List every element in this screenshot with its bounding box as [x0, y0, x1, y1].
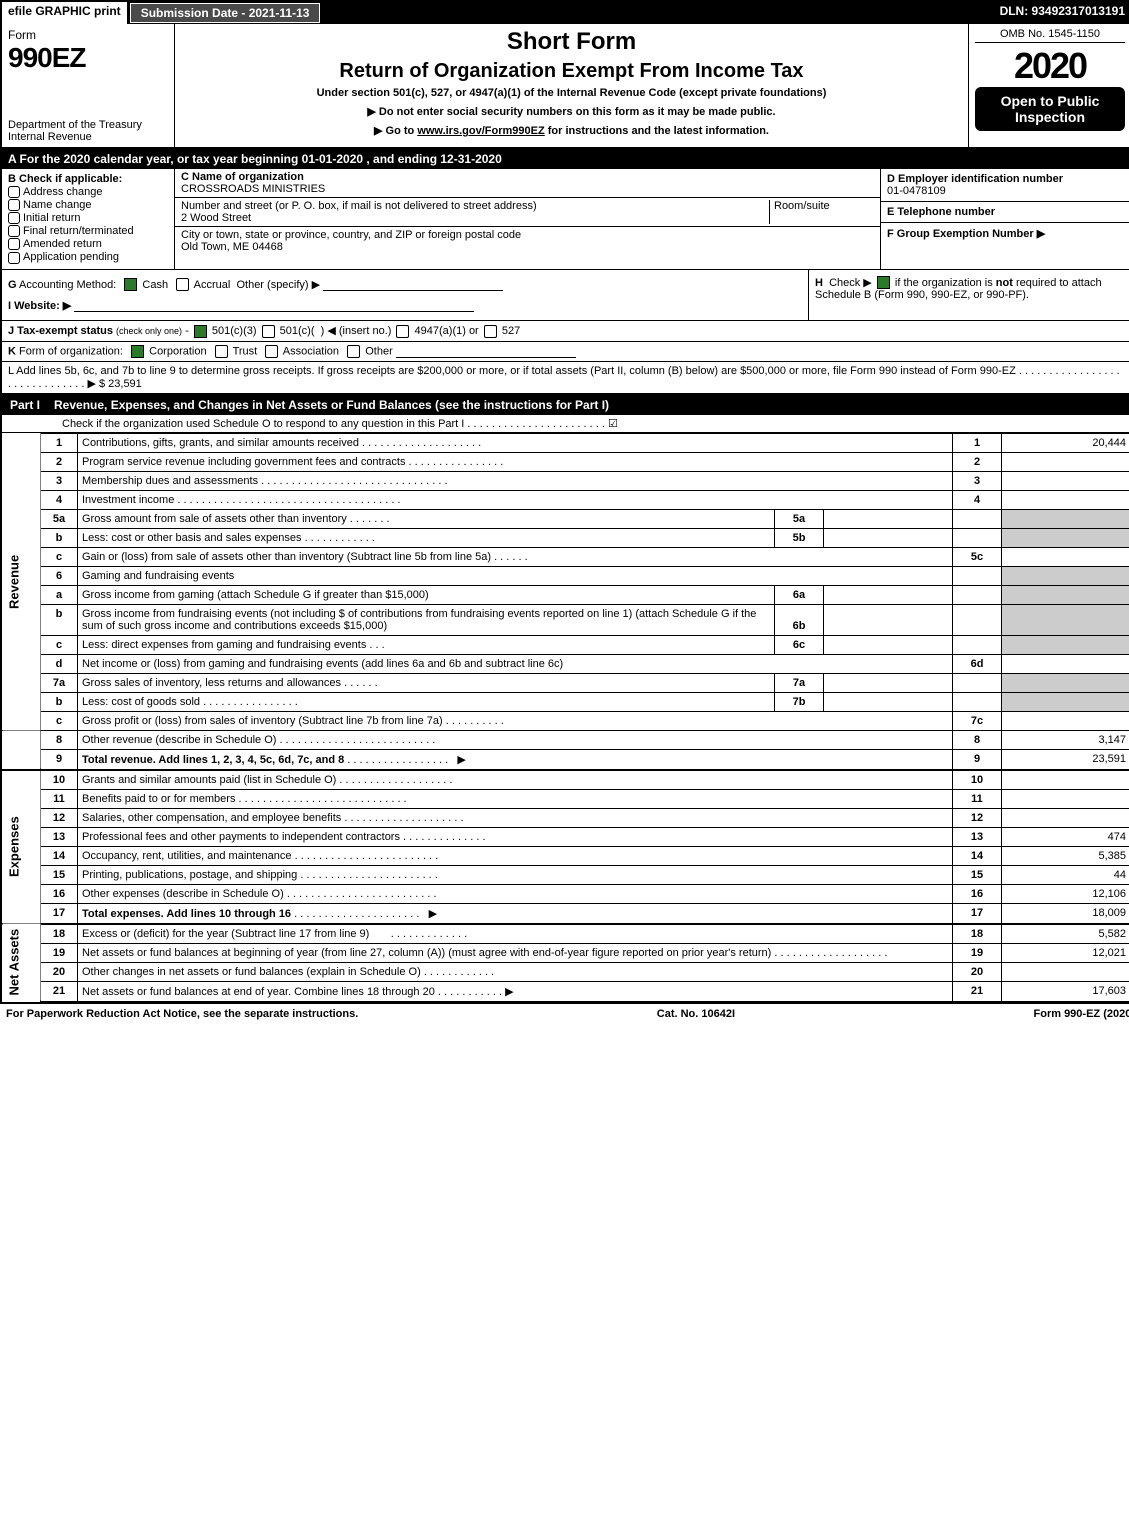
telephone-label: E Telephone number	[887, 206, 1125, 218]
line-14-amount: 5,385	[1002, 846, 1129, 865]
line-l-gross-receipts: L Add lines 5b, 6c, and 7b to line 9 to …	[2, 362, 1129, 395]
col-b-title: B Check if applicable:	[8, 173, 168, 185]
line-i-website: I Website: ▶	[8, 299, 802, 312]
group-exemption-label: F Group Exemption Number ▶	[887, 227, 1125, 240]
form-header: Form 990EZ Department of the Treasury In…	[2, 24, 1129, 149]
line-19-amount: 12,021	[1002, 943, 1129, 962]
chk-final-return[interactable]: Final return/terminated	[8, 225, 168, 237]
efile-print-link[interactable]: efile GRAPHIC print	[2, 2, 129, 24]
line-18-amount: 5,582	[1002, 924, 1129, 944]
page-footer: For Paperwork Reduction Act Notice, see …	[0, 1002, 1129, 1024]
ein-label: D Employer identification number	[887, 173, 1125, 185]
return-title: Return of Organization Exempt From Incom…	[181, 60, 962, 83]
line-8-amount: 3,147	[1002, 730, 1129, 749]
city-label: City or town, state or province, country…	[181, 229, 874, 241]
instructions-link-line: ▶ Go to www.irs.gov/Form990EZ for instru…	[181, 124, 962, 137]
line-21-amount: 17,603	[1002, 981, 1129, 1001]
topbar: efile GRAPHIC print Submission Date - 20…	[2, 2, 1129, 24]
part-1-label: Part I	[2, 395, 48, 415]
revenue-side-label: Revenue	[2, 433, 41, 730]
line-16-amount: 12,106	[1002, 884, 1129, 903]
omb-number: OMB No. 1545-1150	[975, 28, 1125, 43]
net-assets-side-label: Net Assets	[2, 924, 41, 1002]
part-1-table: Revenue 1 Contributions, gifts, grants, …	[2, 433, 1129, 1002]
ein-value: 01-0478109	[887, 185, 1125, 197]
chk-address-change[interactable]: Address change	[8, 186, 168, 198]
line-9-total-revenue: 23,591	[1002, 749, 1129, 770]
table-row: Revenue 1 Contributions, gifts, grants, …	[2, 433, 1129, 452]
line-k-form-org: K Form of organization: Corporation Trus…	[2, 342, 1129, 362]
chk-initial-return[interactable]: Initial return	[8, 212, 168, 224]
room-suite-label: Room/suite	[769, 200, 874, 224]
line-13-amount: 474	[1002, 827, 1129, 846]
c-name-label: C Name of organization	[181, 171, 874, 183]
line-17-total-expenses: 18,009	[1002, 903, 1129, 924]
expenses-side-label: Expenses	[2, 770, 41, 924]
chk-amended-return[interactable]: Amended return	[8, 238, 168, 250]
line-1-desc: Contributions, gifts, grants, and simila…	[82, 437, 359, 449]
entity-block: B Check if applicable: Address change Na…	[2, 169, 1129, 270]
department-label: Department of the Treasury Internal Reve…	[8, 119, 168, 143]
footer-catno: Cat. No. 10642I	[657, 1008, 735, 1020]
address-label: Number and street (or P. O. box, if mail…	[181, 200, 769, 212]
ssn-warning: ▶ Do not enter social security numbers o…	[181, 105, 962, 118]
org-name: CROSSROADS MINISTRIES	[181, 183, 874, 195]
part-1-subtitle: Check if the organization used Schedule …	[2, 415, 1129, 433]
dln-label: DLN: 93492317013191	[994, 2, 1129, 24]
tax-year: 2020	[975, 45, 1125, 87]
line-1-amount: 20,444	[1002, 433, 1129, 452]
section-a-taxyear: A For the 2020 calendar year, or tax yea…	[2, 149, 1129, 169]
form-label: Form	[8, 28, 36, 42]
short-form-title: Short Form	[181, 28, 962, 56]
irs-link[interactable]: www.irs.gov/Form990EZ	[417, 125, 544, 137]
line-g-accounting: G Accounting Method: Cash Accrual Other …	[8, 279, 503, 291]
col-b-checkboxes: B Check if applicable: Address change Na…	[2, 169, 175, 269]
open-to-public-badge: Open to Public Inspection	[975, 87, 1125, 131]
city-value: Old Town, ME 04468	[181, 241, 874, 253]
line-15-amount: 44	[1002, 865, 1129, 884]
submission-date: Submission Date - 2021-11-13	[130, 3, 321, 23]
form-number: 990EZ	[8, 42, 168, 74]
address-value: 2 Wood Street	[181, 212, 769, 224]
footer-paperwork: For Paperwork Reduction Act Notice, see …	[6, 1008, 358, 1020]
part-1-title: Revenue, Expenses, and Changes in Net As…	[48, 395, 1129, 415]
line-h-scheduleb: H Check ▶ if the organization is not req…	[808, 270, 1129, 321]
line-j-tax-exempt: J Tax-exempt status (check only one) - 5…	[2, 321, 1129, 342]
part-1-header: Part I Revenue, Expenses, and Changes in…	[2, 395, 1129, 415]
chk-name-change[interactable]: Name change	[8, 199, 168, 211]
chk-application-pending[interactable]: Application pending	[8, 251, 168, 263]
footer-formref: Form 990-EZ (2020)	[1034, 1008, 1129, 1020]
form-990ez-page: efile GRAPHIC print Submission Date - 20…	[0, 0, 1129, 1002]
table-row: 2 Program service revenue including gove…	[2, 452, 1129, 471]
under-section-text: Under section 501(c), 527, or 4947(a)(1)…	[181, 87, 962, 99]
